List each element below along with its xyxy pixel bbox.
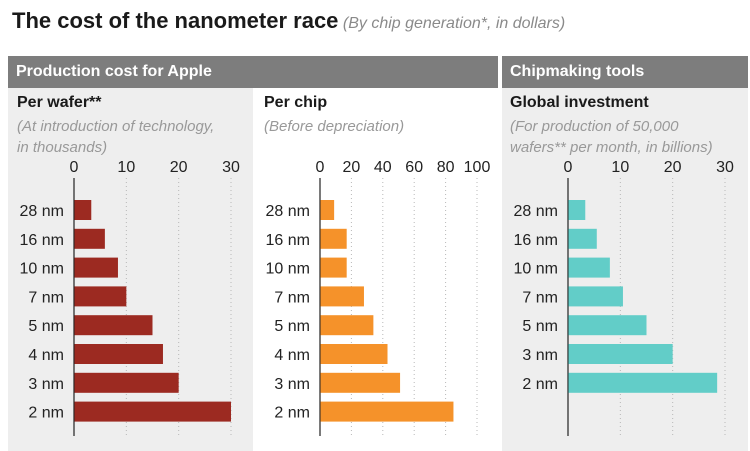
chip-bar xyxy=(320,200,335,220)
chip-chart-subtitle: (Before depreciation) xyxy=(264,116,404,137)
tools-chart-subtitle: (For production of 50,000 wafers** per m… xyxy=(510,116,713,158)
tools-bar xyxy=(568,200,586,220)
wafer-bar xyxy=(74,372,179,393)
tools-subtitle-line-1: (For production of 50,000 xyxy=(510,118,679,135)
tools-category-label: 3 nm xyxy=(522,347,558,364)
wafer-chart-title: Per wafer** xyxy=(17,94,102,111)
wafer-bar xyxy=(74,315,153,336)
wafer-tick-label: 20 xyxy=(170,159,188,176)
chip-tick-label: 0 xyxy=(316,159,325,176)
wafer-category-label: 16 nm xyxy=(20,232,64,249)
chip-tick-label: 80 xyxy=(437,159,455,176)
chip-bar xyxy=(320,401,454,422)
chip-bar-chart: 0 20 40 60 80 100 28 nm 16 nm 10 nm 7 nm 5 nm 4 nm 3… xyxy=(266,159,491,436)
chip-category-label: 7 nm xyxy=(274,289,310,306)
tools-chart-title: Global investment xyxy=(510,94,649,111)
chip-tick-label: 40 xyxy=(374,159,392,176)
tools-category-label: 5 nm xyxy=(522,318,558,335)
wafer-category-label: 3 nm xyxy=(28,376,64,393)
wafer-bar-chart: 0 10 20 30 28 nm 16 nm 10 nm 7 nm 5 nm 4 nm 3 nm 2 … xyxy=(20,159,240,436)
wafer-category-label: 2 nm xyxy=(28,405,64,422)
wafer-category-label: 10 nm xyxy=(20,261,64,278)
chip-tick-label: 20 xyxy=(343,159,361,176)
tools-bar-chart: 0 10 20 30 28 nm 16 nm 10 nm 7 nm 5 nm 3 nm 2 nm xyxy=(514,159,734,436)
wafer-tick-label: 0 xyxy=(70,159,79,176)
tools-bar xyxy=(568,228,597,249)
chip-bar xyxy=(320,372,401,393)
chip-tick-label: 100 xyxy=(464,159,491,176)
tools-subtitle-line-2: wafers** per month, in billions) xyxy=(510,139,713,156)
chip-chart-title: Per chip xyxy=(264,94,328,111)
chip-category-label: 4 nm xyxy=(274,347,310,364)
chart-title-row: The cost of the nanometer race (By chip … xyxy=(12,8,565,34)
tools-bar xyxy=(568,315,647,336)
tools-panel-header: Chipmaking tools xyxy=(502,56,748,88)
chip-bar xyxy=(320,286,364,307)
tools-tick-label: 20 xyxy=(664,159,682,176)
tools-tick-label: 0 xyxy=(564,159,573,176)
chip-bar xyxy=(320,344,388,364)
wafer-subtitle-line-1: (At introduction of technology, xyxy=(17,118,215,135)
chip-category-label: 5 nm xyxy=(274,318,310,335)
chart-title: The cost of the nanometer race xyxy=(12,8,339,33)
tools-tick-label: 30 xyxy=(716,159,734,176)
wafer-category-label: 4 nm xyxy=(28,347,64,364)
production-panel-header: Production cost for Apple xyxy=(8,56,498,88)
chip-bar xyxy=(320,228,347,249)
tools-tick-label: 10 xyxy=(611,159,629,176)
wafer-bar xyxy=(74,257,118,278)
chip-tick-label: 60 xyxy=(405,159,423,176)
chart-subtitle: (By chip generation*, in dollars) xyxy=(342,15,566,32)
chip-category-label: 16 nm xyxy=(266,232,310,249)
wafer-bar xyxy=(74,401,231,422)
wafer-bar xyxy=(74,200,92,220)
chip-bar xyxy=(320,257,347,278)
wafer-subtitle-line-2: in thousands) xyxy=(17,139,108,156)
wafer-tick-label: 10 xyxy=(117,159,135,176)
tools-bar xyxy=(568,286,623,307)
wafer-category-label: 28 nm xyxy=(20,203,64,220)
wafer-category-label: 5 nm xyxy=(28,318,64,335)
tools-category-label: 28 nm xyxy=(514,203,558,220)
wafer-tick-label: 30 xyxy=(222,159,240,176)
chip-bar xyxy=(320,315,374,336)
chip-category-label: 3 nm xyxy=(274,376,310,393)
tools-category-label: 2 nm xyxy=(522,376,558,393)
wafer-chart-subtitle: (At introduction of technology, in thous… xyxy=(17,116,214,158)
chip-category-label: 2 nm xyxy=(274,405,310,422)
wafer-bar xyxy=(74,228,105,249)
wafer-bar xyxy=(74,344,163,364)
tools-bar xyxy=(568,372,718,393)
wafer-category-label: 7 nm xyxy=(28,289,64,306)
tools-category-label: 16 nm xyxy=(514,232,558,249)
wafer-bar xyxy=(74,286,127,307)
tools-bar xyxy=(568,344,673,364)
tools-bar xyxy=(568,257,610,278)
chip-category-label: 28 nm xyxy=(266,203,310,220)
chip-category-label: 10 nm xyxy=(266,261,310,278)
tools-category-label: 10 nm xyxy=(514,261,558,278)
chip-subtitle-line-1: (Before depreciation) xyxy=(264,118,405,135)
tools-category-label: 7 nm xyxy=(522,289,558,306)
